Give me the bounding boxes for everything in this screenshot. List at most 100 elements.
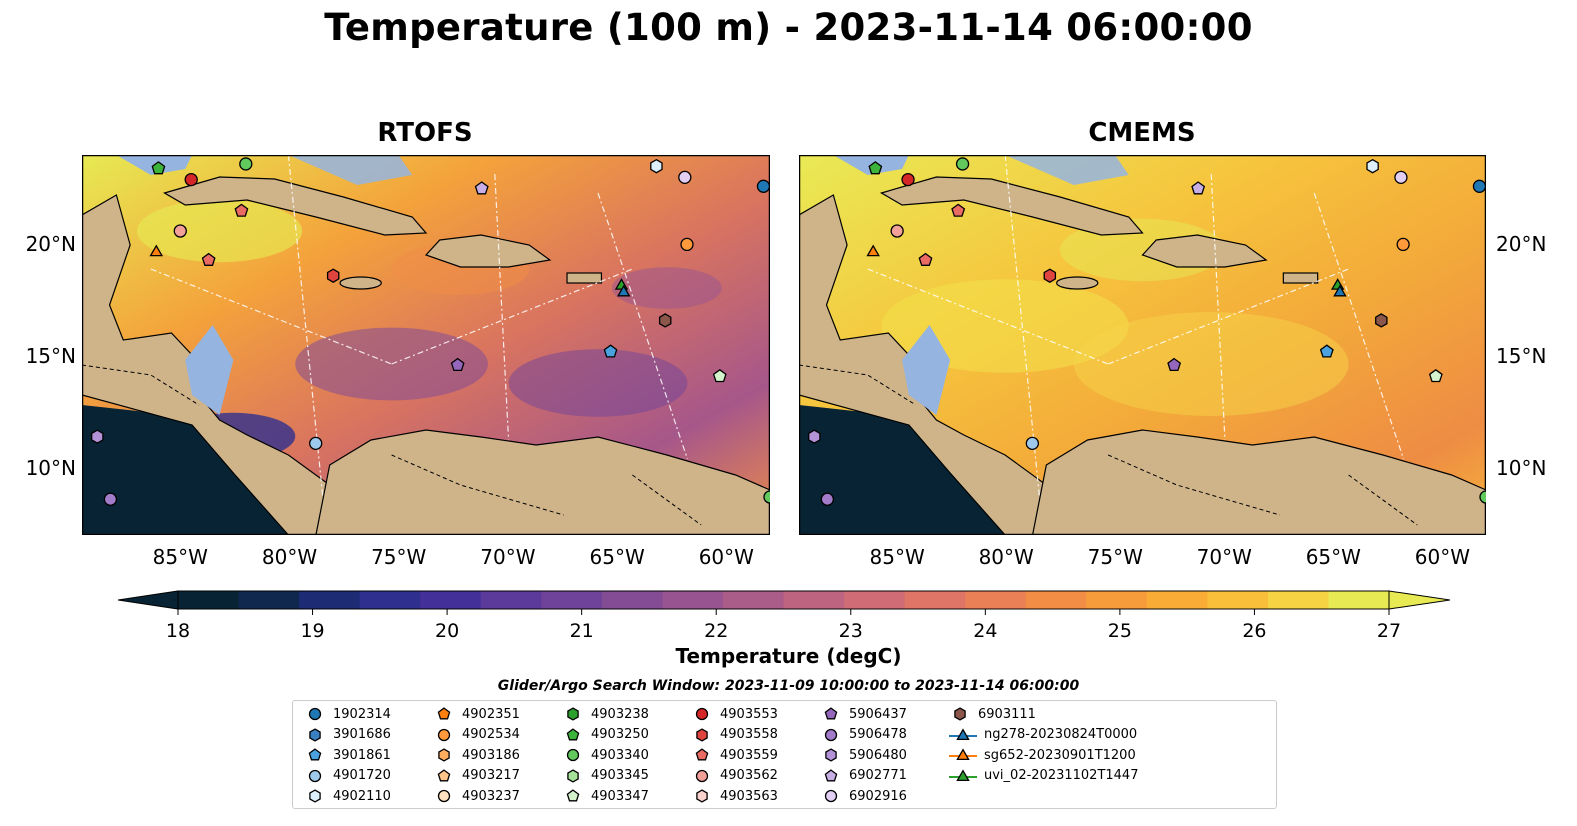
map-marker-3901861 bbox=[1319, 344, 1334, 358]
legend-marker-icon bbox=[566, 748, 580, 762]
colorbar-tick: 21 bbox=[570, 620, 594, 642]
map-marker-1902314 bbox=[1472, 179, 1486, 193]
legend-marker-icon bbox=[695, 748, 709, 761]
legend-marker-icon bbox=[825, 748, 837, 762]
legend-item-6902916: 6902916 bbox=[819, 786, 907, 806]
colorbar-segment bbox=[1146, 591, 1208, 609]
legend-marker-icon bbox=[954, 707, 966, 721]
map-marker-4903340 bbox=[239, 157, 253, 171]
colorbar-segment bbox=[965, 591, 1027, 609]
colorbar-segment bbox=[1025, 591, 1087, 609]
colorbar-tick: 19 bbox=[300, 620, 324, 642]
map-marker-5906478 bbox=[103, 492, 118, 506]
map-marker-4903559 bbox=[201, 252, 216, 266]
legend-item-4903340: 4903340 bbox=[561, 745, 649, 765]
map-marker-4902534 bbox=[1396, 237, 1410, 252]
legend-item-4902534: 4902534 bbox=[432, 725, 520, 745]
legend-marker-icon bbox=[949, 768, 977, 781]
lat-tick-right-2: 10°N bbox=[1496, 455, 1547, 480]
lon-tick-1-2: 75°W bbox=[1087, 545, 1143, 569]
legend-item-4903237: 4903237 bbox=[432, 786, 520, 806]
legend-label: 4903237 bbox=[462, 788, 520, 804]
lon-tick-1-3: 70°W bbox=[1196, 545, 1252, 569]
legend-item-4903562: 4903562 bbox=[690, 766, 778, 786]
colorbar-segment bbox=[1086, 591, 1148, 609]
legend-label: 4903559 bbox=[720, 747, 778, 763]
map-marker-6903111 bbox=[1375, 313, 1388, 328]
legend-item-4903559: 4903559 bbox=[690, 745, 778, 765]
legend-label: 5906478 bbox=[849, 727, 907, 742]
map-marker-4903553 bbox=[184, 172, 198, 187]
legend-marker-icon bbox=[308, 769, 322, 782]
map-marker-4903558 bbox=[1043, 268, 1057, 283]
legend-label: 4902110 bbox=[333, 788, 391, 804]
legend-item-ng278-20230824T0000: ng278-20230824T0000 bbox=[948, 725, 1137, 745]
map-marker-3901861 bbox=[603, 344, 618, 358]
legend-item-4903186: 4903186 bbox=[432, 745, 520, 765]
map-marker-6902916 bbox=[1394, 170, 1408, 185]
legend-marker-icon bbox=[309, 727, 321, 742]
legend-marker-icon bbox=[949, 727, 977, 740]
legend-marker-icon bbox=[437, 789, 451, 803]
legend-item-4903563: 4903563 bbox=[690, 786, 778, 806]
legend-marker-icon bbox=[824, 707, 838, 720]
legend-item-1902314: 1902314 bbox=[303, 704, 391, 724]
colorbar-segment bbox=[783, 591, 845, 609]
legend-label: 5906437 bbox=[849, 706, 907, 722]
lon-tick-0-4: 65°W bbox=[589, 545, 645, 569]
legend-item-5906478: 5906478 bbox=[819, 725, 907, 745]
map-marker-4903250 bbox=[151, 161, 166, 175]
lon-tick-0-2: 75°W bbox=[371, 545, 427, 569]
map-marker-6902771 bbox=[474, 181, 489, 195]
legend-item-3901861: 3901861 bbox=[303, 745, 391, 765]
colorbar-segment bbox=[722, 591, 784, 609]
legend-marker-icon bbox=[566, 789, 580, 802]
colorbar-tick: 24 bbox=[973, 620, 997, 642]
colorbar-tick: 27 bbox=[1377, 620, 1401, 642]
legend-marker-icon bbox=[824, 728, 838, 741]
map-marker-sg652-20230901T1200 bbox=[149, 244, 164, 257]
legend-marker-icon bbox=[567, 768, 579, 783]
colorbar-segment bbox=[480, 591, 542, 609]
legend-label: 6902916 bbox=[849, 788, 907, 804]
legend-item-3901686: 3901686 bbox=[303, 725, 391, 745]
legend-marker-icon bbox=[824, 789, 838, 803]
colorbar-segment bbox=[299, 591, 361, 609]
colorbar-tick: 18 bbox=[166, 620, 190, 642]
legend-label: 4903340 bbox=[591, 747, 649, 763]
legend-label: 4903347 bbox=[591, 788, 649, 804]
map-marker-4903340 bbox=[955, 157, 970, 171]
map-marker-4903559 bbox=[234, 203, 249, 217]
map-marker-4903340 bbox=[763, 490, 770, 504]
lon-tick-1-5: 60°W bbox=[1414, 545, 1470, 569]
map-marker-4903553 bbox=[901, 172, 915, 187]
map-marker-4903562 bbox=[890, 224, 904, 238]
colorbar-tick: 23 bbox=[839, 620, 863, 642]
lat-tick-left-1: 15°N bbox=[25, 344, 76, 369]
legend-label: 4903558 bbox=[720, 727, 778, 742]
colorbar-segment bbox=[1267, 591, 1329, 609]
lat-tick-left-2: 10°N bbox=[25, 455, 76, 480]
map-marker-ng278-20230824T0000 bbox=[616, 284, 631, 297]
legend-marker-icon bbox=[695, 707, 709, 721]
legend-item-4901720: 4901720 bbox=[303, 766, 391, 786]
legend-marker-icon bbox=[696, 789, 708, 803]
map-marker-6903111 bbox=[658, 313, 672, 328]
lat-tick-left-0: 20°N bbox=[25, 232, 76, 257]
figure-title: Temperature (100 m) - 2023-11-14 06:00:0… bbox=[324, 6, 1253, 49]
map-marker-4903250 bbox=[868, 161, 883, 175]
map-marker-4903340 bbox=[1479, 490, 1486, 504]
map-marker-sg652-20230901T1200 bbox=[866, 244, 880, 257]
lon-tick-1-4: 65°W bbox=[1305, 545, 1361, 569]
legend-marker-icon bbox=[949, 748, 977, 761]
colorbar-segment bbox=[359, 591, 421, 609]
legend-label: 6902771 bbox=[849, 768, 907, 783]
legend-label: 3901686 bbox=[333, 727, 391, 742]
lon-tick-1-0: 85°W bbox=[869, 545, 925, 569]
legend-marker-icon bbox=[437, 728, 451, 741]
map-marker-5906478 bbox=[820, 492, 835, 506]
legend-marker-icon bbox=[566, 727, 580, 740]
map-marker-ng278-20230824T0000 bbox=[1333, 284, 1347, 297]
legend: 1902314 3901686 3901861 4901720 4902110 49023… bbox=[292, 700, 1277, 809]
legend-item-4903347: 4903347 bbox=[561, 786, 649, 806]
